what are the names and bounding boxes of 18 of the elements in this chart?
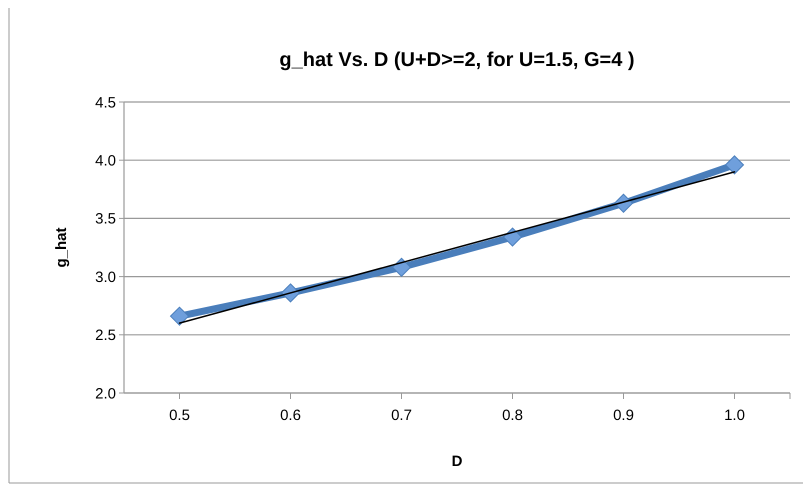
y-tick-label: 4.0 xyxy=(95,152,116,170)
x-tick-label: 0.9 xyxy=(613,407,634,424)
x-tick-label: 0.6 xyxy=(280,407,301,424)
x-axis-title: D xyxy=(452,453,463,470)
y-tick-label: 2.0 xyxy=(95,385,116,402)
point xyxy=(503,228,522,247)
y-tick-label: 3.0 xyxy=(95,268,116,286)
y-axis-title: g_hat xyxy=(53,227,70,268)
x-tick-label: 0.7 xyxy=(391,407,412,424)
x-tick-label: 1.0 xyxy=(724,407,745,424)
chart-title: g_hat Vs. D (U+D>=2, for U=1.5, G=4 ) xyxy=(279,49,635,71)
y-tick-label: 4.5 xyxy=(95,94,116,112)
y-tick-label: 2.5 xyxy=(95,327,116,344)
point xyxy=(725,155,744,174)
x-tick-label: 0.5 xyxy=(169,407,190,424)
point xyxy=(170,306,189,326)
x-tick-label: 0.8 xyxy=(502,407,523,424)
y-tick-label: 3.5 xyxy=(95,210,116,228)
